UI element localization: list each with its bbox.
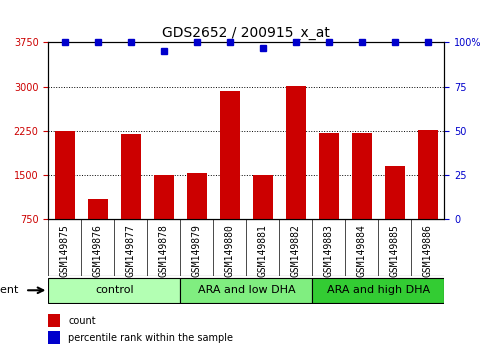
Bar [180,278,313,303]
Text: GSM149875: GSM149875 [60,224,70,277]
Title: GDS2652 / 200915_x_at: GDS2652 / 200915_x_at [162,26,330,40]
Text: GSM149884: GSM149884 [357,224,367,277]
Bar [253,175,273,264]
Bar [286,86,306,264]
Text: percentile rank within the sample: percentile rank within the sample [68,333,233,343]
Bar [418,130,438,264]
Bar [352,133,372,264]
Text: agent: agent [0,285,19,295]
Text: GSM149877: GSM149877 [126,224,136,277]
Text: GSM149881: GSM149881 [258,224,268,277]
Text: count: count [68,316,96,326]
Text: GSM149876: GSM149876 [93,224,103,277]
Bar [48,314,60,327]
Text: GSM149879: GSM149879 [192,224,202,277]
Text: GSM149880: GSM149880 [225,224,235,277]
Bar [187,173,207,264]
Text: control: control [95,285,134,295]
Text: GSM149883: GSM149883 [324,224,334,277]
Bar [319,133,339,264]
Bar [48,331,60,344]
Text: GSM149882: GSM149882 [291,224,301,277]
Bar [121,134,141,264]
Text: GSM149886: GSM149886 [423,224,433,277]
Bar [88,199,108,264]
Bar [48,278,180,303]
Text: ARA and low DHA: ARA and low DHA [198,285,295,295]
Bar [55,131,75,264]
Bar [154,175,174,264]
Text: GSM149878: GSM149878 [159,224,169,277]
Text: ARA and high DHA: ARA and high DHA [327,285,430,295]
Bar [313,278,444,303]
Bar [385,166,405,264]
Bar [220,91,240,264]
Text: GSM149885: GSM149885 [390,224,400,277]
